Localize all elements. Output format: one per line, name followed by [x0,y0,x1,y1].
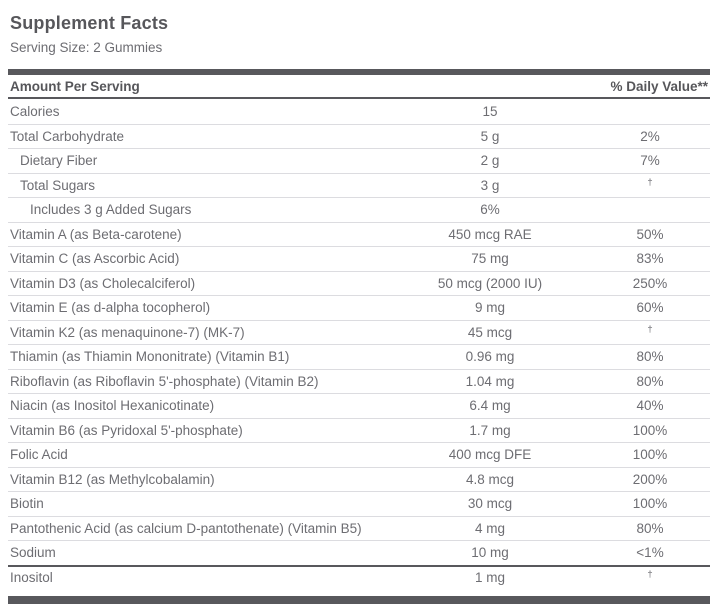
nutrient-daily-value: 40% [636,398,664,414]
nutrient-row: Vitamin K2 (as menaquinone-7) (MK-7) 45 m… [8,319,710,345]
nutrient-amount: 6.4 mg [469,398,511,414]
nutrient-name: Vitamin A (as Beta-carotene) [10,226,182,242]
nutrient-daily-value: 7% [640,153,660,169]
nutrient-row: Inositol 1 mg † [8,564,710,590]
nutrient-amount: 30 mcg [467,496,513,512]
nutrient-name: Vitamin B6 (as Pyridoxal 5'-phosphate) [10,422,243,438]
nutrient-amount: 6% [480,202,500,218]
nutrient-row: Vitamin D3 (as Cholecalciferol) 50 mcg (2… [8,270,710,296]
nutrient-amount: 3 g [480,177,500,193]
nutrient-row: Biotin 30 mcg 100% [8,491,710,516]
top-divider-bar [8,69,710,75]
nutrient-daily-value: 100% [632,496,668,512]
nutrient-rows: Calories 15 Total Carbohydrate 5 g 2% Dietary… [8,99,710,589]
nutrient-daily-value: 100% [632,422,668,438]
nutrient-amount: 450 mcg RAE [448,226,532,242]
nutrient-daily-value: <1% [636,545,664,561]
nutrient-name: Vitamin D3 (as Cholecalciferol) [10,275,196,291]
nutrient-amount: 4.8 mcg [465,471,515,487]
nutrient-amount: 1 mg [474,570,505,586]
bottom-divider-bar [8,596,710,604]
nutrient-amount: 10 mg [471,545,509,561]
nutrient-name: Biotin [10,496,44,512]
nutrient-row: Niacin (as Inositol Hexanicotinate) 6.4 m… [8,393,710,418]
nutrient-row: Total Sugars 3 g † [8,172,710,198]
nutrient-name: Vitamin B12 (as Methylcobalamin) [10,471,215,487]
nutrient-row: Vitamin C (as Ascorbic Acid) 75 mg 83% [8,246,710,271]
nutrient-row: Thiamin (as Thiamin Mononitrate) (Vitami… [8,344,710,369]
nutrient-daily-value: † [647,323,653,335]
nutrient-daily-value: 100% [632,447,668,463]
nutrient-daily-value: 80% [636,373,664,389]
nutrient-daily-value: † [647,569,653,581]
nutrient-amount: 50 mcg (2000 IU) [437,275,543,291]
nutrient-row: Total Carbohydrate 5 g 2% [8,123,710,149]
nutrient-name: Riboflavin (as Riboflavin 5'-phosphate) … [10,373,319,389]
nutrient-amount: 5 g [480,128,500,144]
nutrient-amount: 0.96 mg [465,349,515,365]
nutrient-daily-value: 83% [636,251,664,267]
nutrient-row: Includes 3 g Added Sugars 6% [8,197,710,222]
nutrient-name: Total Carbohydrate [10,128,125,144]
serving-size: Serving Size: 2 Gummies [10,40,163,55]
nutrient-amount: 45 mcg [467,324,513,340]
nutrient-name: Thiamin (as Thiamin Mononitrate) (Vitami… [10,349,290,365]
column-header-amount-per-serving: Amount Per Serving [10,78,140,94]
nutrient-daily-value: 60% [636,300,664,316]
nutrient-name: Pantothenic Acid (as calcium D-pantothen… [10,520,362,536]
nutrient-amount: 1.04 mg [465,373,515,389]
nutrient-name: Vitamin C (as Ascorbic Acid) [10,251,180,267]
nutrient-name: Calories [10,103,60,119]
nutrient-name: Sodium [10,545,56,561]
nutrient-row: Dietary Fiber 2 g 7% [8,148,710,173]
nutrient-amount: 2 g [480,153,500,169]
nutrient-daily-value: 2% [640,128,660,144]
nutrient-row: Folic Acid 400 mcg DFE 100% [8,442,710,467]
label-title: Supplement Facts [10,13,169,33]
nutrient-daily-value: 50% [636,226,664,242]
nutrient-name: Dietary Fiber [20,153,98,169]
nutrient-amount: 1.7 mg [469,422,511,438]
nutrient-name: Total Sugars [20,177,96,193]
nutrient-name: Vitamin E (as d-alpha tocopherol) [10,300,211,316]
nutrient-row: Calories 15 [8,99,710,124]
nutrient-daily-value: 200% [632,471,668,487]
table-header-row: Amount Per Serving % Daily Value** [8,75,710,99]
nutrient-row: Riboflavin (as Riboflavin 5'-phosphate) … [8,368,710,394]
nutrient-amount: 15 [482,103,498,119]
nutrient-daily-value: 80% [636,520,664,536]
nutrient-row: Vitamin E (as d-alpha tocopherol) 9 mg 60% [8,295,710,320]
nutrient-name: Includes 3 g Added Sugars [30,202,192,218]
nutrient-daily-value: 250% [632,275,668,291]
nutrient-amount: 4 mg [474,520,505,536]
nutrient-row: Vitamin A (as Beta-carotene) 450 mcg RAE 5… [8,221,710,247]
nutrient-row: Pantothenic Acid (as calcium D-pantothen… [8,515,710,541]
nutrient-amount: 75 mg [471,251,509,267]
column-header-daily-value: % Daily Value** [610,78,708,94]
nutrient-name: Inositol [10,570,53,586]
nutrient-name: Niacin (as Inositol Hexanicotinate) [10,398,215,414]
nutrient-name: Folic Acid [10,447,68,463]
nutrient-daily-value: † [647,176,653,188]
nutrient-name: Vitamin K2 (as menaquinone-7) (MK-7) [10,324,245,340]
nutrient-row: Sodium 10 mg <1% [8,540,710,565]
nutrient-row: Vitamin B12 (as Methylcobalamin) 4.8 mcg 2… [8,466,710,492]
nutrient-daily-value: 80% [636,349,664,365]
nutrient-amount: 400 mcg DFE [448,447,532,463]
nutrient-amount: 9 mg [474,300,505,316]
nutrient-row: Vitamin B6 (as Pyridoxal 5'-phosphate) 1.… [8,417,710,443]
